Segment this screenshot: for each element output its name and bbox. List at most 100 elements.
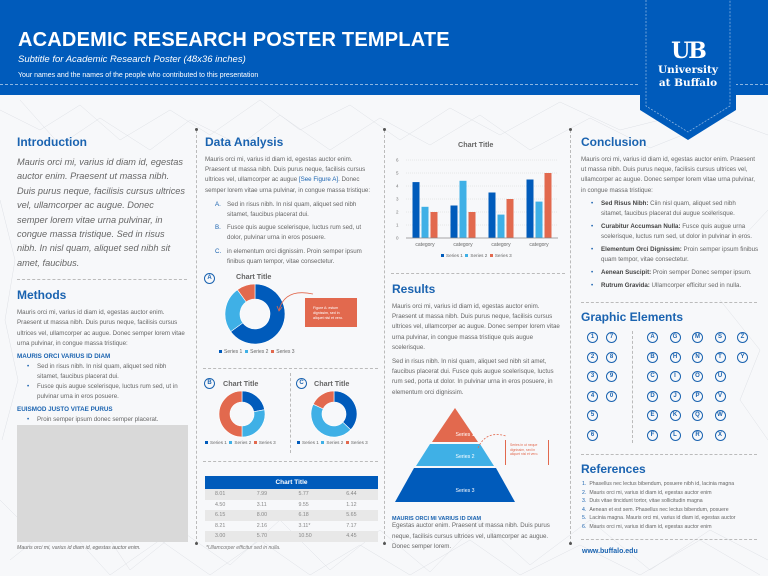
legend-label: Series 1 xyxy=(210,440,227,445)
legend-swatch xyxy=(245,350,249,354)
legend-label: Series 2 xyxy=(470,253,488,258)
divider-dot xyxy=(195,542,198,545)
section-divider xyxy=(17,279,187,281)
legend-label: Series 1 xyxy=(224,349,243,355)
reference-number: 4. xyxy=(582,506,587,513)
list-text: Fusce quis augue scelerisque, luctus rum… xyxy=(227,224,362,242)
list-marker: B. xyxy=(215,224,221,232)
circle-j-icon: J xyxy=(669,390,681,402)
circle-5-icon: 5 xyxy=(587,410,598,422)
reference-number: 3. xyxy=(582,498,587,505)
pyramid-label-2: Series 2 xyxy=(455,454,475,460)
circle-2-icon: 2 xyxy=(587,351,598,363)
data-analysis-list: A. Sed in risus nibh. In nisl quam, aliqu… xyxy=(205,200,377,267)
legend-swatch xyxy=(465,254,469,258)
results-sub-body: Egestas auctor enim. Praesent ut massa n… xyxy=(392,522,550,550)
methods-heading: Methods xyxy=(17,288,67,303)
table-cell: 6.15 xyxy=(205,510,247,521)
figure-c-badge: C xyxy=(296,378,307,389)
bullet-term: Aenean Suscipit: xyxy=(601,268,652,276)
donut-chart-c xyxy=(310,390,358,438)
list-item: Proin semper ipsum donec semper placerat… xyxy=(27,415,187,425)
ub-logo-mark: UB xyxy=(671,38,707,64)
figure-a-badge: A xyxy=(204,273,215,284)
table-cell: 8.01 xyxy=(205,489,247,500)
graphic-divider xyxy=(632,331,633,443)
reference-text: Mauris orci mi, varius id diam id, egest… xyxy=(589,523,712,530)
legend-label: Series 3 xyxy=(276,349,295,355)
legend-swatch xyxy=(297,441,300,445)
header-dashed-line xyxy=(0,84,768,85)
table-row: 8.21 2.16 3.11* 7.17 xyxy=(205,521,378,532)
bullet-term: Sed Risus Nibh: xyxy=(601,199,649,207)
bullet-text: Proin semper ipsum finibus quam tempor, … xyxy=(601,245,759,263)
legend-label: Series 1 xyxy=(446,253,463,258)
legend-label: Series 2 xyxy=(250,349,269,355)
table-cell: 10.50 xyxy=(288,531,337,542)
svg-text:5: 5 xyxy=(396,171,399,176)
section-divider xyxy=(581,302,757,303)
conclusion-heading: Conclusion xyxy=(581,135,647,149)
graphic-elements-heading: Graphic Elements xyxy=(581,310,684,324)
list-item: A. Sed in risus nibh. In nisl quam, aliqu… xyxy=(215,200,377,220)
results-subheading: MAURIS ORCI MI VARIUS ID DIAM xyxy=(392,516,482,522)
list-item: Fusce quis augue scelerisque, luctus rum… xyxy=(27,382,187,402)
table-cell: 7.99 xyxy=(246,489,289,500)
legend-swatch xyxy=(271,350,275,354)
svg-text:category: category xyxy=(491,242,511,248)
methods-body: Mauris orci mi, varius id diam id, egest… xyxy=(17,309,185,347)
list-marker: A. xyxy=(215,200,221,208)
table-cell: 1.12 xyxy=(346,501,357,508)
legend-swatch xyxy=(253,441,257,445)
circle-m-icon: M xyxy=(692,332,703,343)
circle-h-icon: H xyxy=(669,351,681,363)
table-cell: 3.00 xyxy=(205,531,247,542)
circle-4-icon: 4 xyxy=(587,390,598,402)
reference-item: 3. Duis vitae tincidunt tortor, vitae sol… xyxy=(582,497,736,506)
column-divider xyxy=(196,130,197,544)
legend-swatch xyxy=(229,441,233,445)
figure-a-legend: Series 1 Series 2 Series 3 xyxy=(219,349,295,355)
circle-z-icon: Z xyxy=(737,332,748,343)
svg-text:6: 6 xyxy=(396,158,399,163)
table-cell: 7.17 xyxy=(346,522,357,529)
circle-e-icon: E xyxy=(647,410,658,422)
poster-title: ACADEMIC RESEARCH POSTER TEMPLATE xyxy=(18,29,450,51)
reference-item: 2. Mauris orci mi, varius id diam id, ege… xyxy=(582,489,736,498)
circle-q-icon: Q xyxy=(692,410,703,422)
results-paragraph-2: Sed in risus nibh. In nisl quam, aliquet… xyxy=(392,358,554,396)
data-analysis-body: Mauris orci mi, varius id diam id, egest… xyxy=(205,155,377,196)
column-divider xyxy=(570,130,571,544)
body-text: . Donec semper lorem vitae urna pulvinar… xyxy=(205,176,371,194)
methods-bullets-1: Sed in risus nibh. In nisl quam, aliquet… xyxy=(17,362,187,402)
table-cell: 4.45 xyxy=(336,531,378,542)
divider-dot xyxy=(195,128,198,131)
reference-text: Lacinia magna. Mauris orci mi, varius id… xyxy=(589,515,736,522)
list-item: Curabitur Accumsan Nulla: Fusce quis aug… xyxy=(591,222,759,242)
legend-swatch xyxy=(441,254,444,258)
svg-text:3: 3 xyxy=(396,197,399,202)
see-figure-a-link[interactable]: [See Figure A] xyxy=(298,176,339,184)
table-cell: 6.44 xyxy=(336,489,378,500)
circle-k-icon: K xyxy=(669,410,681,422)
circle-s-icon: S xyxy=(714,332,726,343)
reference-item: 5. Lacinia magna. Mauris orci mi, varius … xyxy=(582,514,736,523)
circle-o-icon: O xyxy=(692,371,703,383)
bar-chart-title: Chart Title xyxy=(458,140,494,149)
table-cell: 8.00 xyxy=(246,510,289,521)
table-cell: 9.55 xyxy=(298,501,309,508)
circle-u-icon: U xyxy=(714,371,726,383)
circle-f-icon: F xyxy=(647,430,658,441)
circle-n-icon: N xyxy=(692,351,703,363)
table-cell: 5.77 xyxy=(288,489,337,500)
svg-text:2: 2 xyxy=(396,210,399,215)
legend-swatch xyxy=(205,441,208,445)
table-cell: 4.50 xyxy=(215,501,226,508)
circle-d-icon: D xyxy=(647,390,658,402)
list-text: in elementum orci dignissim. Proin sempe… xyxy=(227,247,362,265)
methods-subheading-1: MAURIS ORCI VARIUS ID DIAM xyxy=(17,353,111,361)
table-cell: 5.70 xyxy=(246,531,289,542)
circle-3-icon: 3 xyxy=(587,371,598,383)
website-link[interactable]: www.buffalo.edu xyxy=(582,548,638,555)
svg-text:4: 4 xyxy=(396,184,399,189)
